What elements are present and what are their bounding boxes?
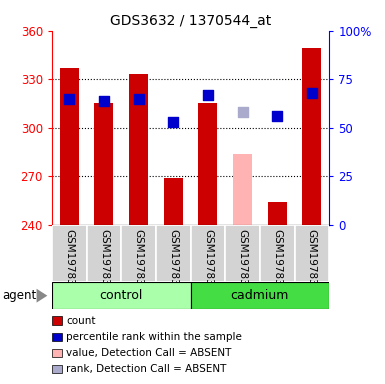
Bar [60,68,79,225]
Text: control: control [100,289,143,302]
Point [170,119,176,125]
Text: GSM197835: GSM197835 [168,229,178,293]
Text: GSM197838: GSM197838 [272,229,282,293]
Text: rank, Detection Call = ABSENT: rank, Detection Call = ABSENT [66,364,227,374]
Text: GSM197834: GSM197834 [134,229,144,293]
Bar [295,225,329,282]
Bar [164,178,183,225]
Bar [225,225,260,282]
Point [66,96,72,102]
Text: cadmium: cadmium [231,289,289,302]
Point [274,113,280,119]
Text: GSM197837: GSM197837 [238,229,248,293]
Point [101,98,107,104]
Bar [129,74,148,225]
Text: value, Detection Call = ABSENT: value, Detection Call = ABSENT [66,348,232,358]
Text: GSM197832: GSM197832 [64,229,74,293]
Bar [198,103,218,225]
Text: percentile rank within the sample: percentile rank within the sample [66,332,242,342]
Bar [156,225,191,282]
Point [309,90,315,96]
Text: count: count [66,316,96,326]
Bar [94,103,114,225]
Bar [121,225,156,282]
Bar [87,225,121,282]
Bar [260,225,295,282]
Bar [268,202,287,225]
Bar [191,282,329,309]
Point [205,92,211,98]
Text: GSM197833: GSM197833 [99,229,109,293]
Bar [52,225,87,282]
Text: agent: agent [2,289,36,302]
Bar [191,225,225,282]
Text: GSM197839: GSM197839 [307,229,317,293]
Bar [233,154,252,225]
Title: GDS3632 / 1370544_at: GDS3632 / 1370544_at [110,14,271,28]
Bar [302,48,321,225]
Bar [52,282,191,309]
Point [239,109,246,115]
Point [136,96,142,102]
Text: GSM197836: GSM197836 [203,229,213,293]
